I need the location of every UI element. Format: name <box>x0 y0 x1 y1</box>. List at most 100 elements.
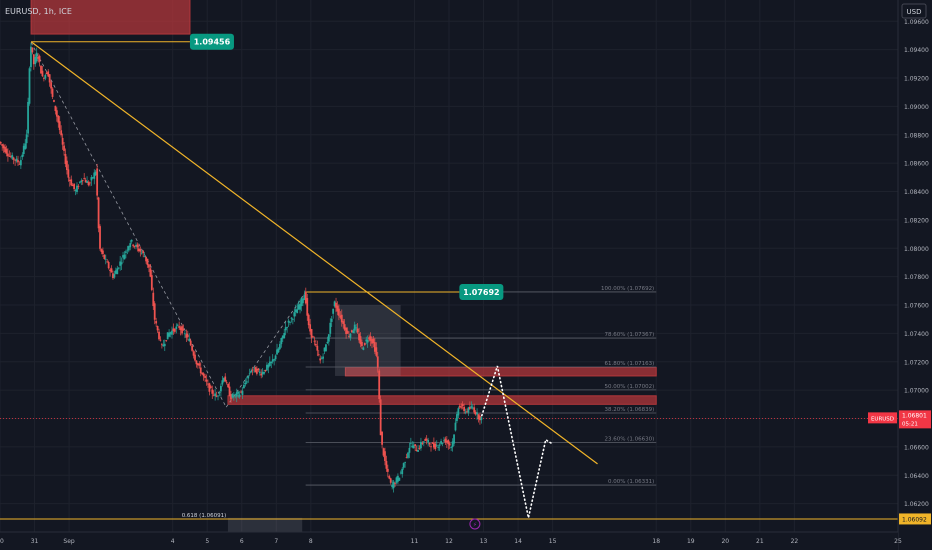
candle-body <box>453 434 455 444</box>
time-tick-label: 31 <box>31 538 39 545</box>
candle-body <box>130 239 133 242</box>
candle-body <box>11 155 14 159</box>
level-tag[interactable] <box>899 513 931 525</box>
candle-body <box>120 262 123 265</box>
candle-body <box>126 249 129 251</box>
candle-body <box>463 406 466 412</box>
candle-body <box>355 327 358 329</box>
supply-zone[interactable] <box>344 366 657 377</box>
fib-0618-label: 0.618 (1.06091) <box>182 513 227 519</box>
supply-zone[interactable] <box>227 395 657 405</box>
projection-path[interactable] <box>481 365 554 518</box>
time-tick-label: 30 <box>0 538 4 545</box>
candle-body <box>327 334 330 342</box>
overlay-layer: 1.09456 1.07692 ⚡ EURUSD <box>189 33 897 530</box>
symbol-label[interactable]: EURUSD, 1h, ICE <box>5 7 72 16</box>
candle-body <box>421 443 424 444</box>
lightning-glyph: ⚡ <box>473 522 477 529</box>
candle-body <box>18 163 21 165</box>
currency-button-label[interactable]: USD <box>907 8 922 16</box>
candle-body <box>296 309 299 314</box>
candle-body <box>425 438 428 441</box>
candle-body <box>54 105 57 112</box>
candle-body <box>227 383 229 388</box>
supply-zone[interactable] <box>30 0 191 35</box>
candles-layer <box>0 42 483 493</box>
gray-box[interactable] <box>227 517 303 532</box>
candle-body <box>450 447 453 448</box>
candle-body <box>94 171 97 176</box>
fib-diagonal-1[interactable] <box>30 42 227 408</box>
candle-body <box>162 344 165 347</box>
lightning-icon[interactable] <box>469 518 481 530</box>
candle-body <box>28 68 31 104</box>
candle-body <box>107 262 110 269</box>
candle-body <box>477 414 480 420</box>
price-tick-label: 1.08600 <box>904 161 929 168</box>
candle-body <box>47 71 50 77</box>
candle-body <box>378 370 381 400</box>
fib-diagonal-2[interactable] <box>225 292 306 408</box>
price-tick-label: 1.06200 <box>904 501 929 508</box>
candle-body <box>109 269 111 271</box>
candle-body <box>220 385 222 392</box>
candle-body <box>201 372 204 375</box>
candle-body <box>434 444 437 450</box>
candle-body <box>411 445 414 448</box>
candle-body <box>362 347 365 350</box>
candle-body <box>15 158 18 162</box>
candle-body <box>184 333 186 335</box>
candle-body <box>57 115 60 123</box>
candle-body <box>207 383 209 385</box>
candle-body <box>257 368 260 371</box>
candle-body <box>73 183 76 190</box>
candle-body <box>279 344 281 349</box>
candle-body <box>97 197 100 229</box>
candle-body <box>221 380 224 385</box>
time-axis-bg[interactable] <box>0 532 898 550</box>
price-label[interactable] <box>459 283 504 300</box>
candle-body <box>422 441 425 443</box>
candle-body <box>373 342 376 352</box>
candle-body <box>284 327 287 331</box>
time-tick-label: 18 <box>652 538 660 545</box>
candle-body <box>31 47 34 53</box>
candle-body <box>268 361 271 366</box>
candle-body <box>299 303 301 310</box>
candle-body <box>230 394 232 400</box>
candle-body <box>375 347 378 356</box>
candle-body <box>297 304 300 310</box>
candle-body <box>122 255 124 258</box>
candle-body <box>379 399 382 436</box>
candle-body <box>326 341 329 344</box>
candle-body <box>1 144 4 146</box>
symbol-tag[interactable] <box>868 412 897 424</box>
candle-body <box>146 258 149 266</box>
candle-body <box>464 411 467 413</box>
candle-body <box>276 349 278 355</box>
currency-button[interactable]: USD <box>901 3 927 19</box>
candle-body <box>198 363 201 366</box>
candle-body <box>440 441 442 444</box>
candle-body <box>363 343 366 345</box>
candle-body <box>307 314 310 326</box>
candle-body <box>117 267 120 269</box>
candle-body <box>103 254 106 259</box>
candle-body <box>372 338 375 344</box>
candle-body <box>451 441 454 448</box>
candle-body <box>41 70 44 77</box>
candle-body <box>266 364 268 371</box>
candle-body <box>81 180 84 181</box>
price-label[interactable] <box>189 33 234 50</box>
candle-body <box>238 394 241 397</box>
price-axis-bg[interactable] <box>898 0 932 550</box>
price-tick-label: 1.09400 <box>904 47 929 54</box>
candle-body <box>322 356 324 359</box>
candle-body <box>417 450 419 452</box>
current-price-tag[interactable] <box>899 410 931 429</box>
time-tick-label: 25 <box>894 538 902 545</box>
candle-body <box>241 390 244 396</box>
candle-body <box>116 268 119 275</box>
